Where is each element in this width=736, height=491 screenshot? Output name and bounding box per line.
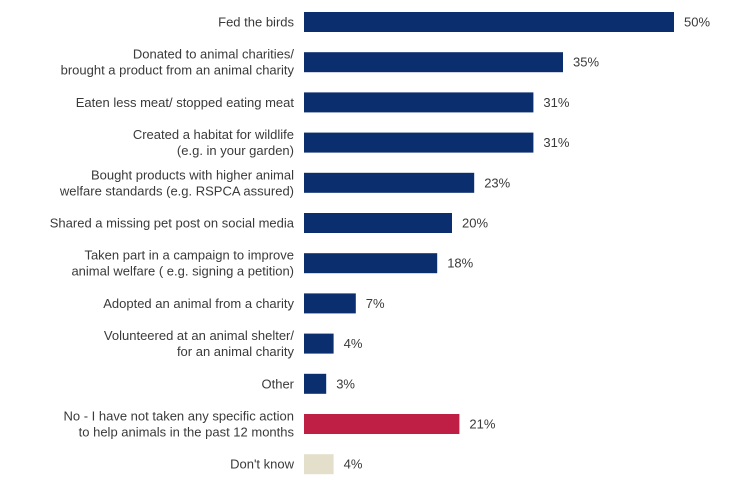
category-label: Don't know bbox=[230, 457, 295, 472]
bar-value-label: 35% bbox=[573, 55, 599, 70]
bar bbox=[304, 12, 674, 32]
bar bbox=[304, 454, 334, 475]
category-label: animal welfare ( e.g. signing a petition… bbox=[71, 264, 294, 279]
bar-value-label: 4% bbox=[344, 457, 363, 472]
category-label: Volunteered at an animal shelter/ bbox=[104, 328, 294, 343]
bar bbox=[304, 172, 475, 193]
bar-value-label: 31% bbox=[543, 135, 569, 150]
bar bbox=[304, 132, 534, 153]
category-label: Taken part in a campaign to improve bbox=[84, 248, 294, 263]
category-label: Eaten less meat/ stopped eating meat bbox=[76, 95, 295, 110]
category-label: Shared a missing pet post on social medi… bbox=[50, 216, 295, 231]
bar-value-label: 21% bbox=[469, 417, 495, 432]
category-label: for an animal charity bbox=[177, 344, 295, 359]
category-labels-layer: Fed the birds Donated to animal charities… bbox=[50, 15, 295, 472]
bars-layer bbox=[304, 12, 674, 475]
category-label: brought a product from an animal charity bbox=[61, 63, 295, 78]
category-label: Other bbox=[261, 376, 294, 391]
bar bbox=[304, 293, 356, 314]
bar-value-label: 31% bbox=[543, 95, 569, 110]
category-label: to help animals in the past 12 months bbox=[79, 425, 295, 440]
bar bbox=[304, 414, 460, 434]
bar bbox=[304, 92, 534, 113]
category-label: No - I have not taken any specific actio… bbox=[63, 409, 294, 424]
bar-value-label: 18% bbox=[447, 256, 473, 271]
value-labels-layer: 50% 35% 31% 31% 23% 20% 18% 7% 4% 3% 21% 4% bbox=[336, 15, 710, 472]
category-label: Fed the birds bbox=[218, 15, 294, 30]
category-label: Bought products with higher animal bbox=[91, 167, 294, 182]
category-label: welfare standards (e.g. RSPCA assured) bbox=[59, 183, 294, 198]
bar bbox=[304, 213, 452, 233]
category-label: Donated to animal charities/ bbox=[133, 47, 295, 62]
bar-value-label: 7% bbox=[366, 296, 385, 311]
category-label: Created a habitat for wildlife bbox=[133, 127, 294, 142]
bar-value-label: 23% bbox=[484, 175, 510, 190]
category-label: (e.g. in your garden) bbox=[177, 143, 294, 158]
bar-value-label: 50% bbox=[684, 15, 710, 30]
bar-value-label: 20% bbox=[462, 216, 488, 231]
bar-value-label: 4% bbox=[344, 336, 363, 351]
bar bbox=[304, 373, 327, 394]
bar bbox=[304, 333, 334, 354]
bar bbox=[304, 52, 563, 73]
category-label: Adopted an animal from a charity bbox=[103, 296, 294, 311]
bar-value-label: 3% bbox=[336, 376, 355, 391]
bar bbox=[304, 253, 438, 274]
